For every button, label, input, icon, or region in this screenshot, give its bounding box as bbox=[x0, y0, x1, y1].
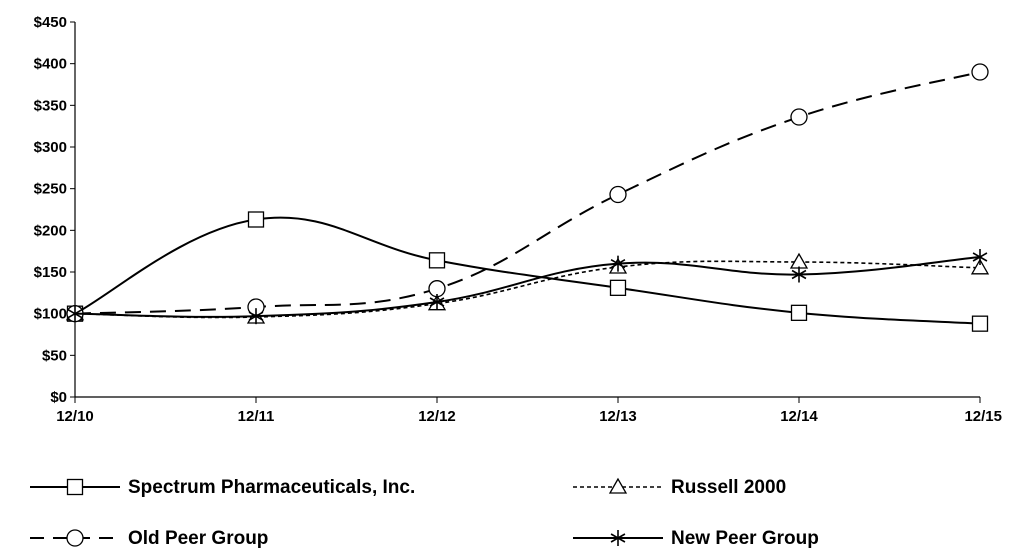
y-tick-label: $150 bbox=[34, 264, 67, 281]
data-point-spectrum-pharmaceuticals-inc bbox=[609, 279, 627, 296]
data-point-russell-2000 bbox=[970, 258, 990, 275]
x-tick-label: 12/11 bbox=[238, 408, 275, 425]
series-line-old-peer-group bbox=[74, 71, 981, 315]
data-point-new-peer-group bbox=[791, 266, 807, 283]
data-point-spectrum-pharmaceuticals-inc bbox=[971, 315, 989, 332]
y-tick-label: $0 bbox=[50, 389, 67, 406]
y-tick-label: $50 bbox=[42, 347, 67, 364]
legend-swatch-marker bbox=[610, 530, 626, 546]
data-point-new-peer-group bbox=[429, 294, 445, 310]
y-tick-label: $400 bbox=[34, 56, 67, 73]
data-point-spectrum-pharmaceuticals-inc bbox=[428, 252, 446, 269]
data-point-old-peer-group bbox=[790, 108, 808, 126]
legend-swatch-marker bbox=[608, 477, 628, 494]
series-new-peer-group bbox=[67, 249, 988, 325]
legend-label: Spectrum Pharmaceuticals, Inc. bbox=[128, 477, 415, 498]
legend-item-russell-2000: Russell 2000 bbox=[573, 477, 786, 498]
data-point-spectrum-pharmaceuticals-inc bbox=[247, 211, 265, 228]
y-tick-label: $350 bbox=[34, 97, 67, 114]
x-tick-label: 12/13 bbox=[599, 408, 637, 425]
y-tick-label: $250 bbox=[34, 181, 67, 198]
chart-axes: $0 $50 $100 $150 $200 $250 $300 $350 $400 $450 12/… bbox=[34, 14, 1002, 425]
x-tick-label: 12/14 bbox=[780, 408, 818, 425]
legend-swatch-marker bbox=[66, 478, 84, 496]
y-tick-label: $100 bbox=[34, 306, 67, 323]
data-point-new-peer-group bbox=[610, 255, 626, 272]
data-point-old-peer-group bbox=[609, 185, 627, 204]
data-point-spectrum-pharmaceuticals-inc bbox=[790, 304, 808, 321]
y-tick-label: $200 bbox=[34, 222, 67, 239]
data-point-old-peer-group bbox=[971, 63, 989, 81]
y-tick-label: $300 bbox=[34, 139, 67, 156]
legend-label: New Peer Group bbox=[671, 528, 819, 549]
legend-label: Old Peer Group bbox=[128, 528, 268, 549]
chart-legend: Spectrum Pharmaceuticals, Inc. Russell 20… bbox=[30, 477, 819, 549]
x-tick-label: 12/10 bbox=[56, 408, 94, 425]
data-point-new-peer-group bbox=[972, 249, 988, 265]
data-point-new-peer-group bbox=[67, 305, 83, 322]
series-line-new-peer-group bbox=[74, 256, 981, 318]
legend-label: Russell 2000 bbox=[671, 477, 786, 498]
series-old-peer-group bbox=[66, 63, 989, 323]
legend-item-spectrum-pharmaceuticals-inc: Spectrum Pharmaceuticals, Inc. bbox=[30, 477, 415, 498]
series-line-spectrum-pharmaceuticals-inc bbox=[74, 216, 981, 325]
legend-swatch-marker bbox=[66, 529, 84, 547]
legend-item-old-peer-group: Old Peer Group bbox=[30, 528, 268, 549]
x-tick-label: 12/12 bbox=[418, 408, 456, 425]
data-point-new-peer-group bbox=[248, 308, 264, 325]
x-tick-label: 12/15 bbox=[964, 408, 1002, 425]
legend-item-new-peer-group: New Peer Group bbox=[573, 528, 819, 549]
series-russell-2000 bbox=[65, 252, 990, 324]
y-tick-label: $450 bbox=[34, 14, 67, 31]
series-layer bbox=[65, 63, 990, 332]
data-point-russell-2000 bbox=[789, 252, 809, 269]
